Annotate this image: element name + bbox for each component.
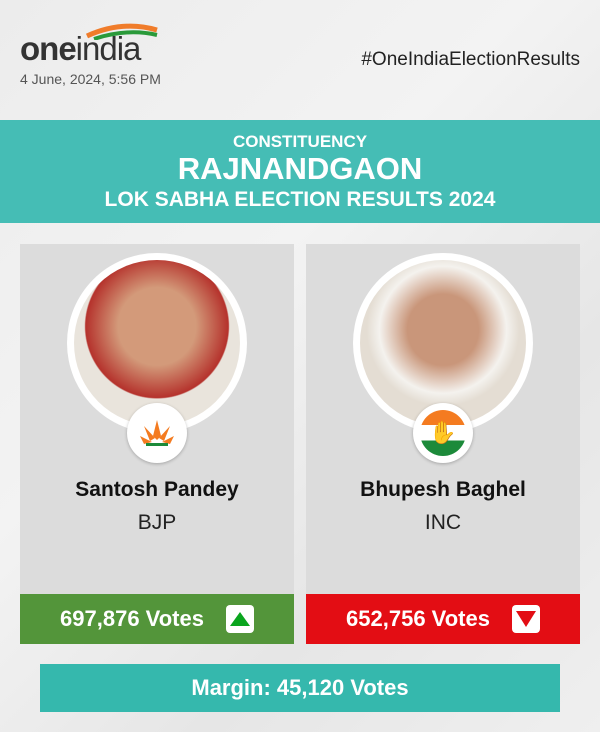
constituency-name: RAJNANDGAON — [177, 151, 423, 186]
arrow-up-icon — [225, 605, 254, 633]
vote-count-bar: 697,876 Votes — [20, 594, 294, 644]
logo-swoosh-icon — [85, 23, 158, 40]
margin-bar: Margin: 45,120 Votes — [40, 664, 560, 712]
oneindia-logo: oneindia — [20, 22, 160, 67]
banner-subtitle: LOK SABHA ELECTION RESULTS 2024 — [104, 188, 496, 211]
vote-count: 697,876 Votes — [60, 606, 204, 631]
constituency-label: CONSTITUENCY — [232, 132, 368, 151]
title-banner: CONSTITUENCY RAJNANDGAON LOK SABHA ELECT… — [0, 120, 600, 223]
arrow-down-icon — [511, 605, 540, 633]
inc-hand-icon: ✋ — [413, 403, 473, 463]
candidate-photo — [67, 253, 247, 433]
candidate-card-runner-up: ✋ Bhupesh Baghel INC 652,756 Votes — [306, 244, 580, 644]
bjp-lotus-icon — [127, 403, 187, 463]
candidate-name: Santosh Pandey — [75, 478, 239, 501]
candidate-party: BJP — [137, 511, 177, 534]
candidate-party: INC — [424, 511, 462, 534]
candidate-card-winner: Santosh Pandey BJP 697,876 Votes — [20, 244, 294, 644]
hashtag: #OneIndiaElectionResults — [361, 49, 580, 70]
vote-count-bar: 652,756 Votes — [306, 594, 580, 644]
timestamp: 4 June, 2024, 5:56 PM — [20, 71, 161, 87]
candidate-name: Bhupesh Baghel — [360, 478, 526, 501]
vote-count: 652,756 Votes — [346, 606, 490, 631]
